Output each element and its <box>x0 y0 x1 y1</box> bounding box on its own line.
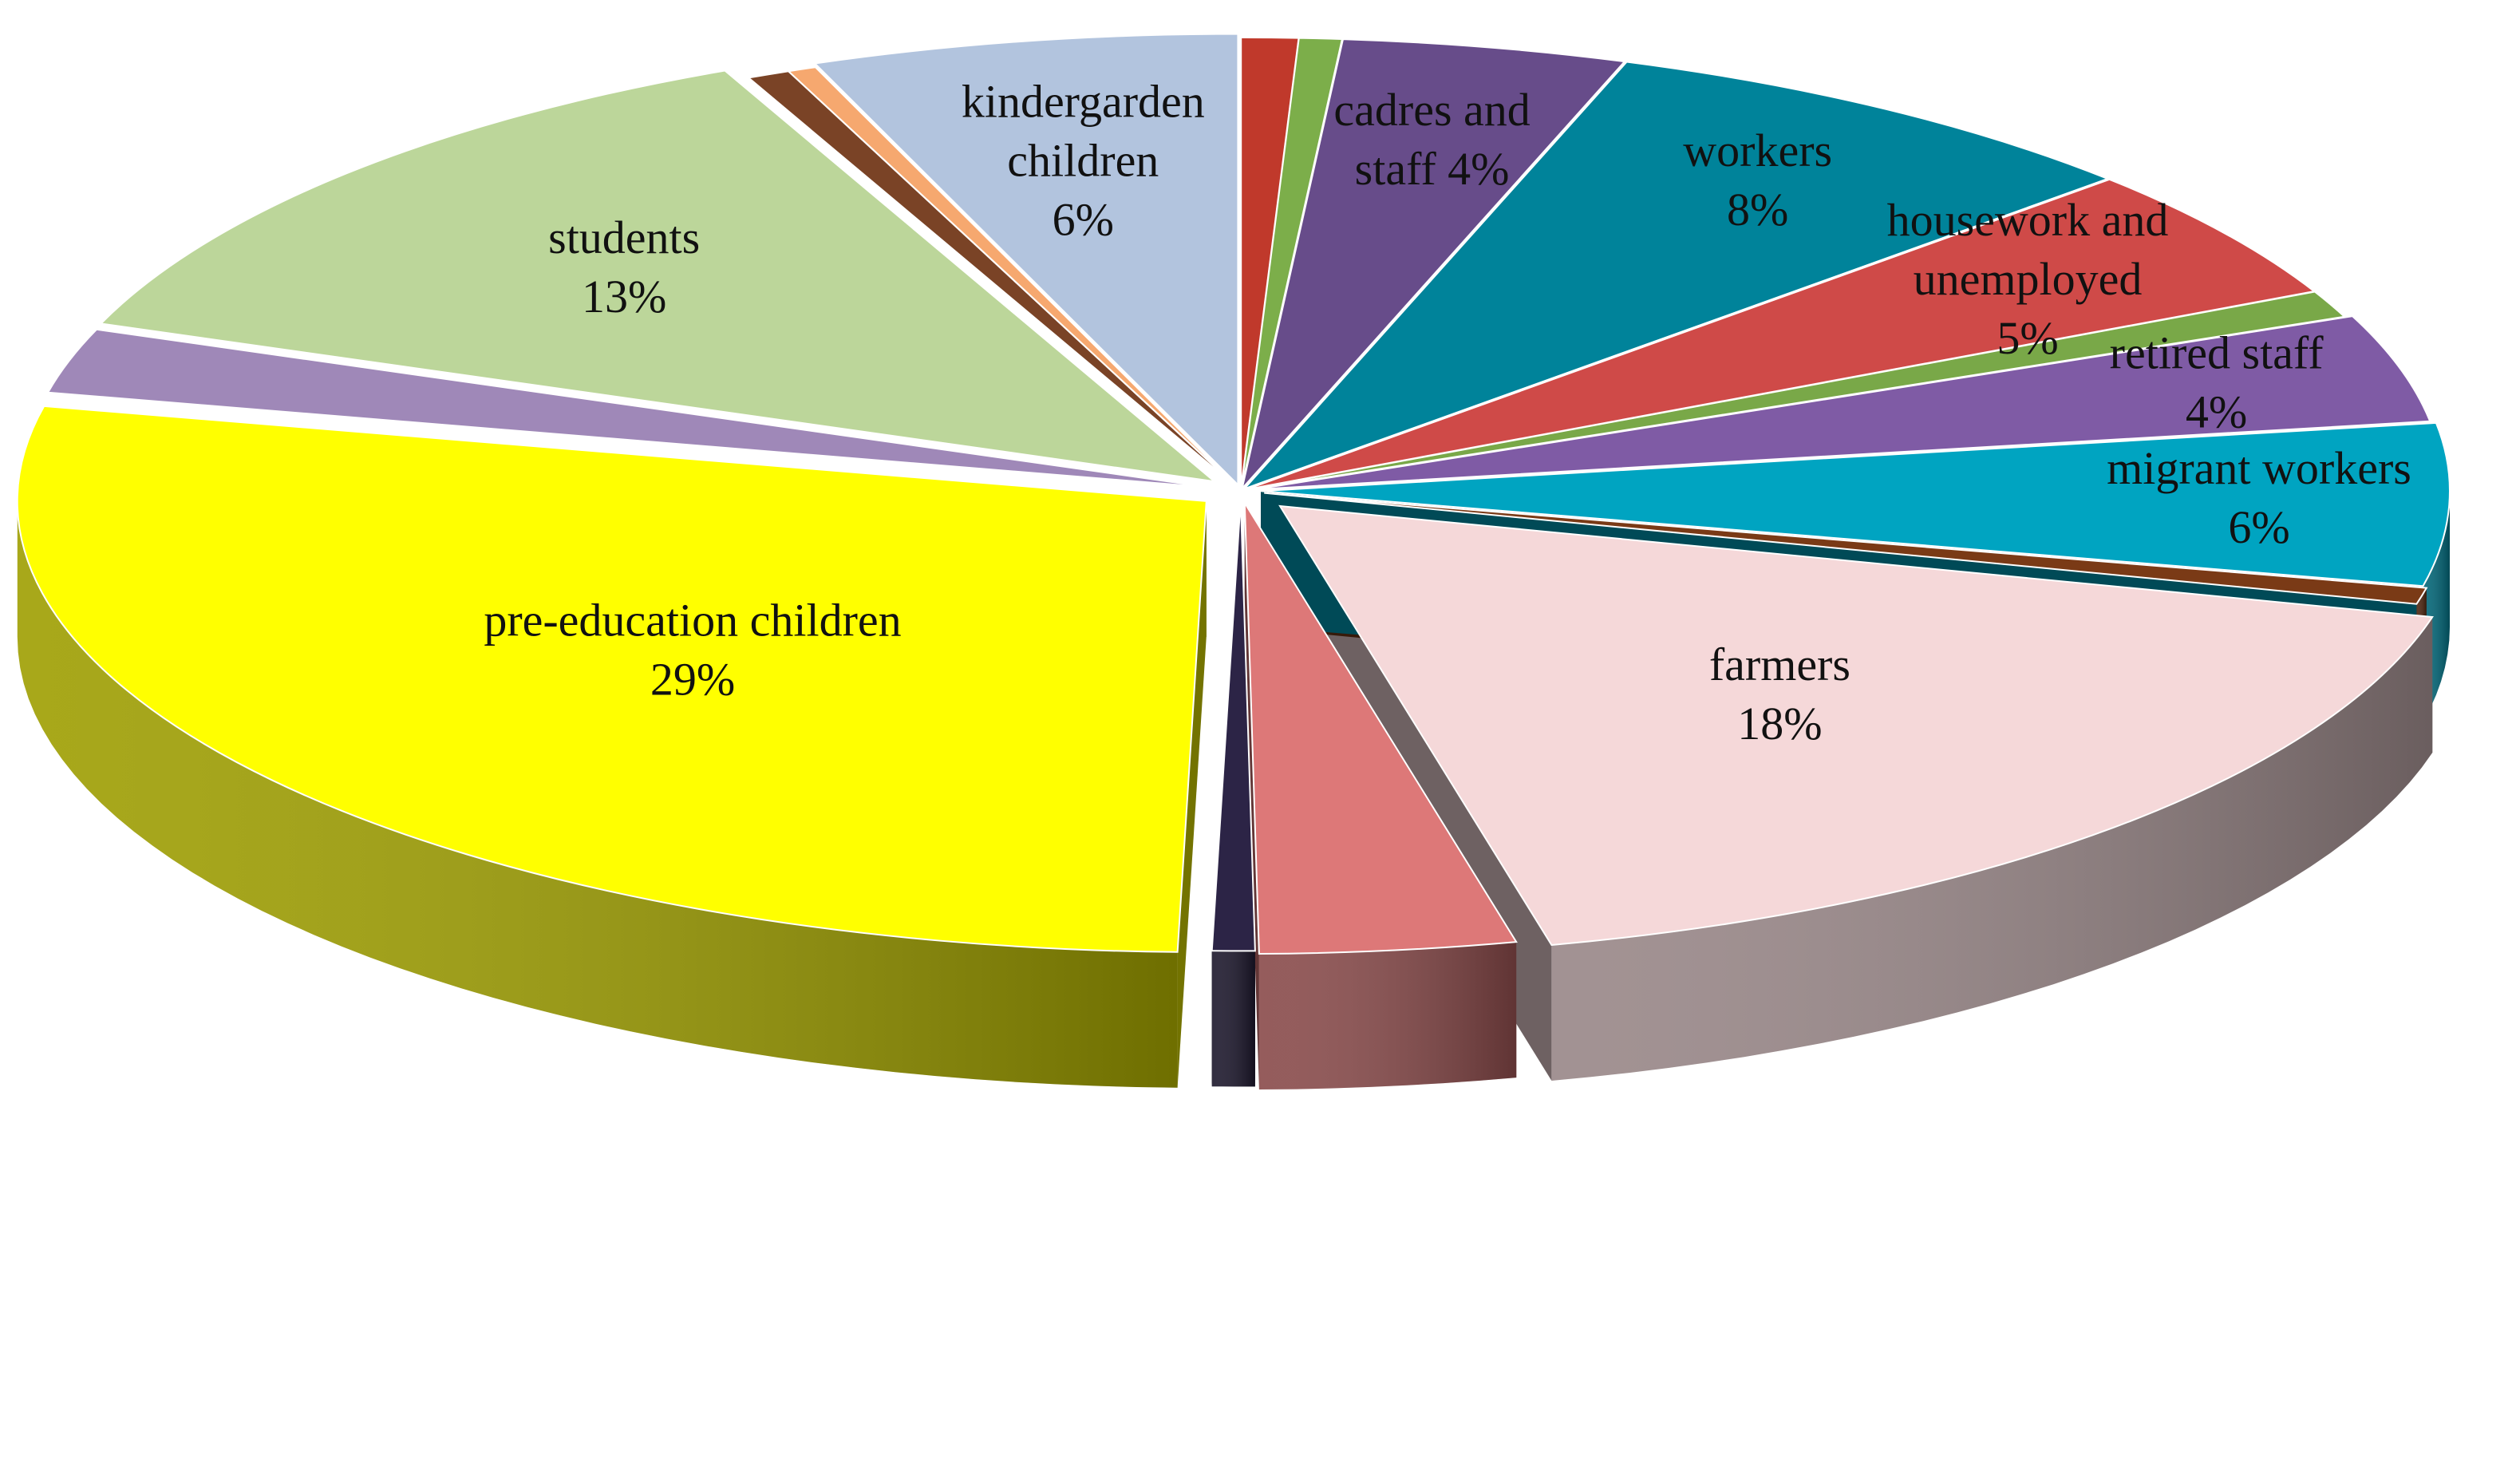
pie-slice-farmers <box>1278 504 2434 947</box>
pie-label-students-line-0: students <box>548 212 700 263</box>
pie-label-housework-line-2: 5% <box>1997 312 2058 364</box>
pie-label-farmers-line-1: 18% <box>1737 698 1822 749</box>
pie-label-kindergarden-line-0: kindergarden <box>962 76 1205 128</box>
pie-label-workers-line-0: workers <box>1683 125 1832 176</box>
pie-slice-migrant <box>1260 421 2451 587</box>
pie-label-retired-line-0: retired staff <box>2110 327 2324 379</box>
pie-slice-kindergarden <box>812 33 1239 487</box>
pie-label-retired-line-1: 4% <box>2186 386 2247 438</box>
pie-side-shade-pre-education <box>17 500 1178 1088</box>
pie-label-pre-education-line-0: pre-education children <box>484 595 901 647</box>
pie-label-housework-line-1: unemployed <box>1914 253 2143 305</box>
pie-slice-dark-pink <box>1243 500 1518 955</box>
pie-slice-lavender <box>46 328 1211 488</box>
pie-slice-retired <box>1254 315 2431 491</box>
pie-face-pre-education-0 <box>1177 500 1207 1088</box>
pie-slice-housework <box>1246 178 2317 491</box>
pie-label-cadres-line-0: cadres and <box>1333 84 1530 136</box>
pie-label-students-line-1: 13% <box>582 271 666 322</box>
pie-top-layer <box>16 33 2451 955</box>
pie-slice-orange-sliver <box>786 66 1239 489</box>
pie-slice-brown-sliver <box>1264 492 2428 605</box>
pie-slice-pre-education <box>16 405 1207 953</box>
pie-label-migrant-line-1: 6% <box>2228 501 2289 553</box>
pie-side-shade-navy-sliver <box>1211 951 1255 1087</box>
pie-label-cadres-line-1: staff 4% <box>1355 143 1510 195</box>
pie-slice-navy-sliver <box>1211 500 1256 952</box>
pie-label-workers-line-1: 8% <box>1727 184 1788 235</box>
pie-slice-students <box>99 69 1218 483</box>
pie-label-kindergarden-line-1: children <box>1007 135 1159 187</box>
pie-side-shade-farmers <box>1551 617 2433 1081</box>
pie-label-farmers-line-0: farmers <box>1709 639 1851 690</box>
pie-side-shade-dark-pink <box>1258 942 1517 1089</box>
pie-label-pre-education-line-1: 29% <box>650 654 735 706</box>
pie-label-housework-line-0: housework and <box>1887 194 2169 246</box>
pie-slice-cadres <box>1240 38 1626 492</box>
pie-label-layer: cadres and staff 4% workers 8% housework and… <box>484 76 2411 750</box>
pie-slice-workers <box>1243 61 2111 490</box>
pie-label-migrant-line-0: migrant workers <box>2107 442 2411 494</box>
pie-label-kindergarden-line-2: 6% <box>1053 194 1114 246</box>
pie-slice-thin-green <box>1240 37 1344 489</box>
